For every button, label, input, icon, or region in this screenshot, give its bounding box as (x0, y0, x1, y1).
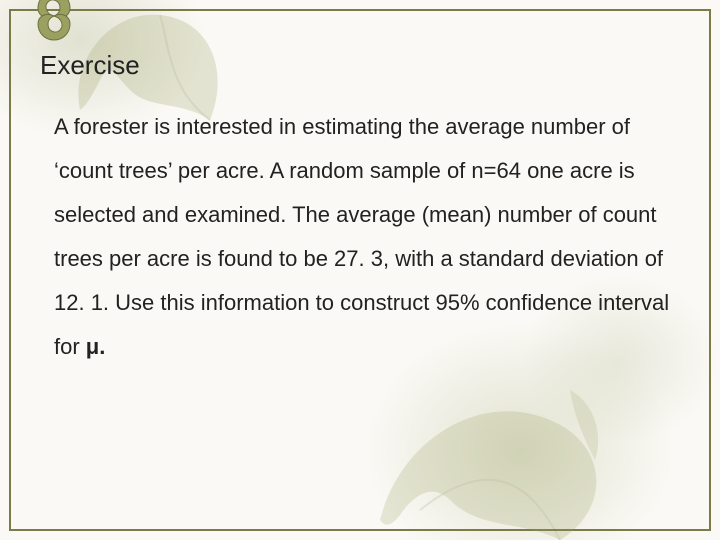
slide-body: A forester is interested in estimating t… (40, 105, 680, 369)
slide-title: Exercise (40, 50, 680, 81)
slide-content: Exercise A forester is interested in est… (40, 50, 680, 369)
border-right (709, 9, 711, 531)
border-bottom (9, 529, 711, 531)
border-left (9, 9, 11, 531)
border-top (9, 9, 711, 11)
